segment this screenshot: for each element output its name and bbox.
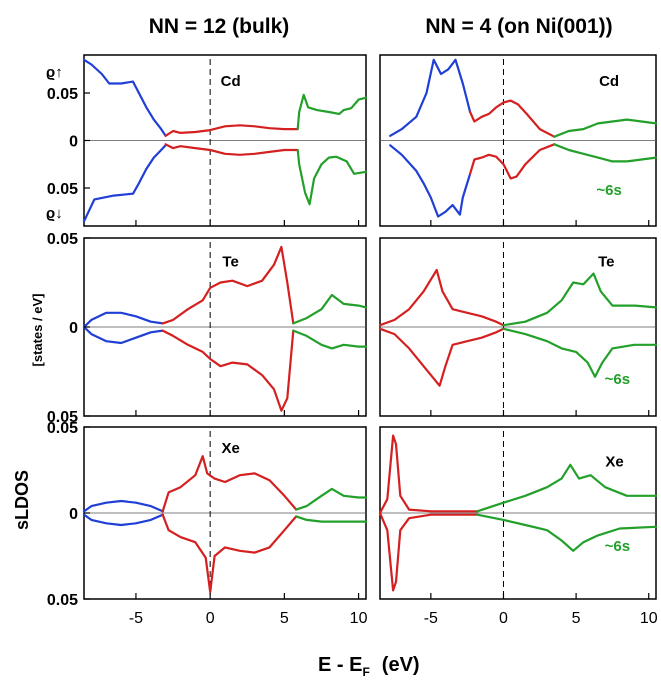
- series-p-up-line: [469, 99, 556, 138]
- y-tick-label: 0.05: [47, 86, 78, 103]
- x-tick-label: -5: [129, 610, 143, 627]
- panel-NN4-Te: Te ~6s: [378, 237, 658, 417]
- x-tick-label: 10: [640, 610, 658, 627]
- x-tick-label: -5: [424, 610, 438, 627]
- series-p-up-line: [378, 434, 479, 515]
- series-s_high-down-line: [553, 143, 658, 163]
- y-tick-label: 0.05: [47, 409, 78, 426]
- element-label: Te: [222, 253, 238, 270]
- series-p-down-line: [378, 327, 505, 387]
- x-tick-label: 5: [572, 610, 581, 627]
- series-p-down-line: [161, 329, 295, 412]
- orbital-annotation: ~6s: [605, 538, 630, 555]
- element-label: Cd: [599, 73, 619, 90]
- series-p-up-line: [161, 245, 295, 325]
- series-s_low-up-line: [389, 58, 472, 137]
- element-label: Te: [598, 253, 614, 270]
- y-axis-label-inner: [states / eV]: [30, 294, 45, 367]
- series-s_low-down-line: [82, 144, 167, 223]
- y-tick-label: 0.05: [47, 420, 78, 437]
- orbital-annotation: ~6s: [596, 182, 621, 199]
- series-p-up-line: [164, 124, 299, 137]
- series-s_high-up-line: [553, 118, 658, 138]
- y-axis-label-outer: sLDOS: [12, 470, 32, 530]
- series-p-down-line: [469, 143, 556, 180]
- spin-up-label: ϱ↑: [46, 64, 63, 81]
- y-tick-label: 0.05: [47, 592, 78, 609]
- series-s_low-down-line: [82, 513, 164, 527]
- series-s_low-down-line: [389, 144, 472, 218]
- series-s_high-down-line: [292, 329, 368, 350]
- series-p-down-line: [378, 511, 479, 592]
- panel-NN4-Xe: Xe ~6s -5 0 5 10: [378, 426, 658, 627]
- series-s_high-up-line: [476, 463, 658, 513]
- x-tick-label: 0: [206, 610, 215, 627]
- series-p-down-line: [161, 513, 298, 594]
- x-tick-label: 0: [499, 610, 508, 627]
- series-s_high-down-line: [502, 327, 658, 378]
- column-title-bulk: NN = 12 (bulk): [149, 15, 290, 38]
- element-label: Cd: [221, 73, 241, 90]
- element-label: Xe: [605, 454, 623, 471]
- series-p-up-line: [161, 455, 298, 513]
- panel-NN12-Te: Te 0.05 0 0.05: [47, 231, 368, 426]
- series-s_high-down-line: [296, 148, 368, 206]
- x-axis-label: E - EF (eV): [318, 654, 420, 679]
- orbital-annotation: ~6s: [605, 371, 630, 388]
- y-tick-label: 0: [69, 506, 78, 523]
- panel-NN12-Cd: Cd 0.05 0 0.05: [47, 54, 368, 227]
- series-s_high-down-line: [476, 513, 658, 552]
- y-tick-label: 0: [69, 320, 78, 337]
- series-s_low-up-line: [82, 311, 164, 329]
- series-p-down-line: [164, 143, 299, 156]
- series-s_high-down-line: [295, 515, 368, 523]
- panel-NN4-Cd: Cd ~6s: [379, 54, 658, 227]
- y-tick-label: 0.05: [47, 181, 78, 198]
- series-s_high-up-line: [296, 93, 368, 131]
- column-title-surface: NN = 4 (on Ni(001)): [425, 15, 612, 38]
- series-s_high-up-line: [292, 293, 368, 325]
- panels-group: Cd 0.05 0 0.05 Cd ~6s Te 0.05 0 0.05 Te ~6s Xe -5 0 5 10…: [47, 54, 658, 627]
- series-s_low-up-line: [82, 58, 167, 137]
- x-tick-label: 5: [280, 610, 289, 627]
- panel-NN12-Xe: Xe -5 0 5 10 0.05 0 0.05: [47, 420, 368, 627]
- series-s_low-down-line: [82, 325, 164, 345]
- element-label: Xe: [221, 440, 239, 457]
- series-s_high-up-line: [502, 272, 658, 327]
- x-tick-label: 10: [350, 610, 368, 627]
- series-p-up-line: [378, 268, 505, 327]
- series-s_high-up-line: [295, 487, 368, 511]
- y-tick-label: 0.05: [47, 231, 78, 248]
- series-s_low-up-line: [82, 499, 164, 513]
- spin-down-label: ϱ↓: [46, 205, 63, 222]
- y-tick-label: 0: [69, 134, 78, 151]
